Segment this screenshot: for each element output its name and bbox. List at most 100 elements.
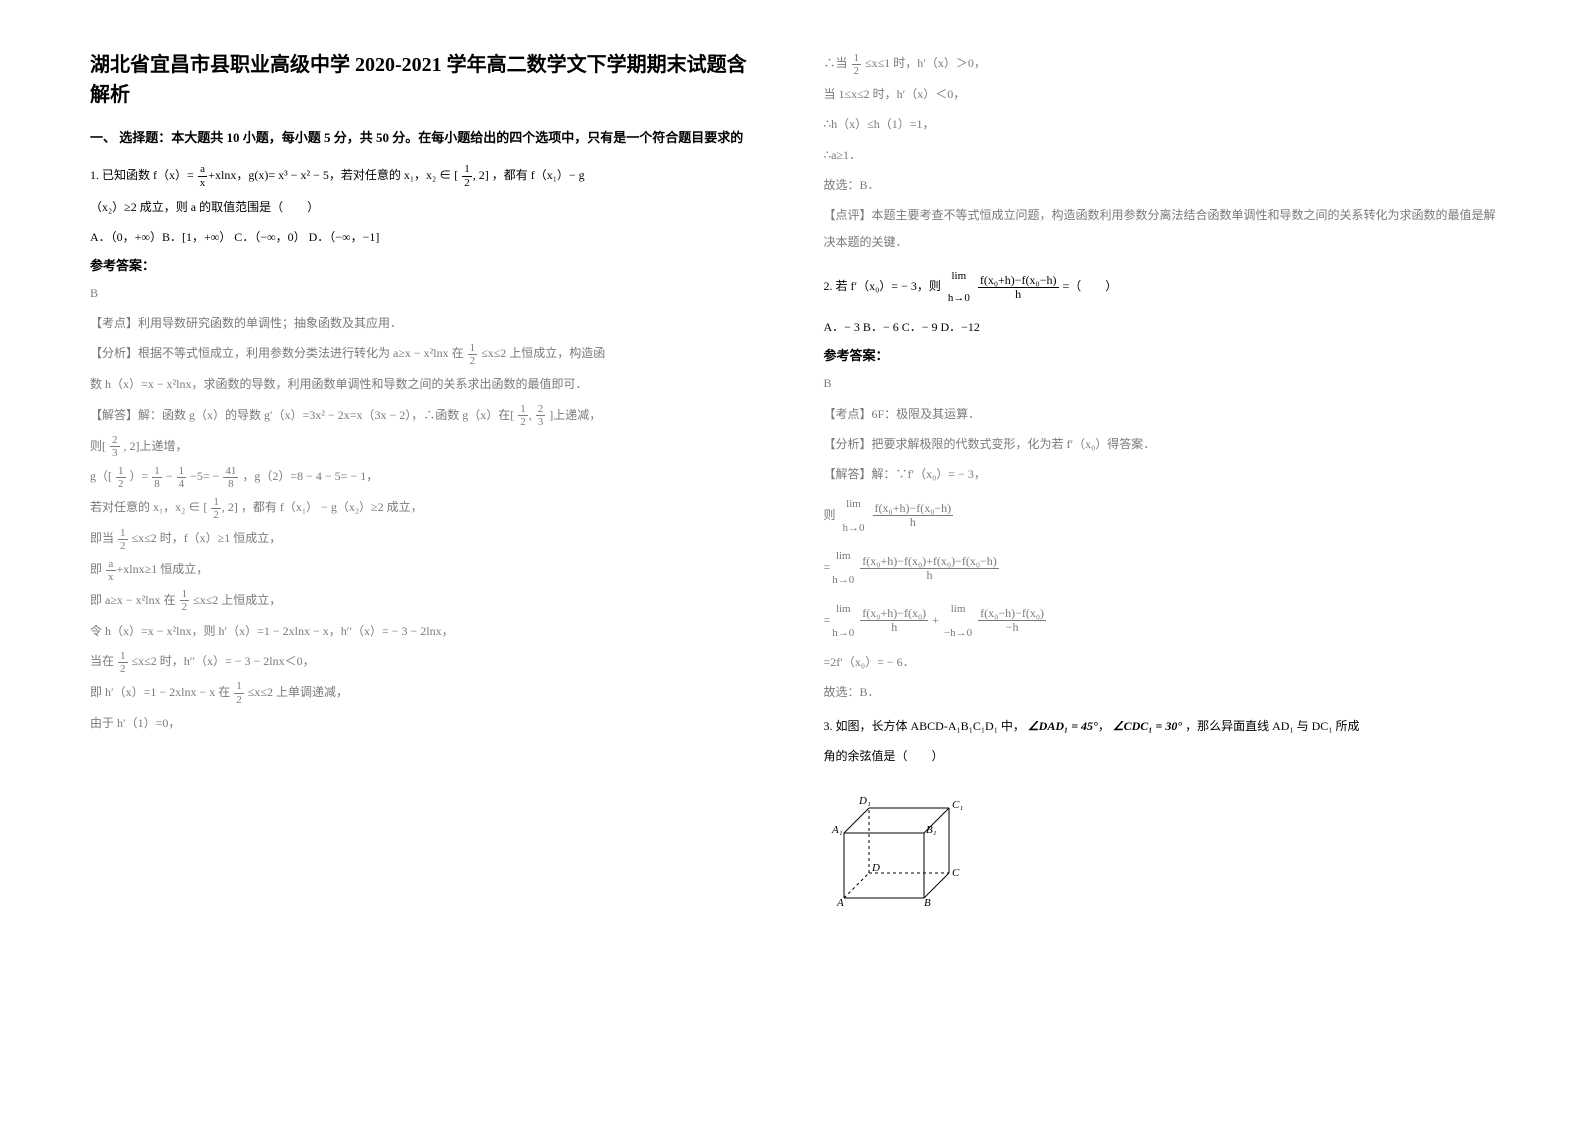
q1-solve2: 则[ 23 , 2]上递增，: [90, 433, 764, 460]
frac-half-9: 12: [234, 680, 244, 705]
hto0-text-3: h→0: [832, 568, 854, 592]
hto0-text-4a: h→0: [832, 621, 854, 645]
q2-tag: 【考点】6F：极限及其运算．: [824, 401, 1498, 427]
q1-s4a: 若对任意的 x₁，x₂ ∈ [: [90, 500, 207, 514]
q1-s7b: ≤x≤2 上恒成立，: [193, 593, 281, 607]
frac-half-7: 12: [180, 588, 190, 613]
answer-label: 参考答案：: [90, 255, 764, 274]
c2-line1: ∴当 12 ≤x≤1 时，h′（x）＞0，: [824, 50, 1498, 77]
q1-solve7: 即 a≥x − x²lnx 在 12 ≤x≤2 上恒成立，: [90, 587, 764, 614]
q2-s2: = lim h→0 f(x₀+h)−f(x₀)+f(x₀)−f(x₀−h) h: [824, 544, 1498, 592]
frac-23-2: 23: [110, 434, 120, 459]
angle1-text: ∠DAD₁ = 45°: [1028, 719, 1098, 733]
cuboid-svg: A B C D A₁ B₁ C₁ D₁: [824, 778, 974, 908]
q1-analysis-tag: 【考点】利用导数研究函数的单调性；抽象函数及其应用．: [90, 310, 764, 336]
q1-solve3: g（[ 12 ）= 18 − 14 −5= − 418 ，g（2）=8 − 4 …: [90, 463, 764, 490]
q1-s3c: ，g（2）=8 − 4 − 5= − 1，: [242, 469, 378, 483]
frac-23: 23: [536, 403, 546, 428]
q1-s3a: g（[: [90, 469, 112, 483]
frac-half-2: 12: [468, 342, 478, 367]
limit4a-den: h: [860, 621, 928, 634]
limit-block-2: lim h→0: [843, 492, 865, 540]
q2-b: =（ ）: [1063, 279, 1118, 293]
q1-s10b: ≤x≤2 上单调递减，: [248, 685, 348, 699]
limit-frac-4a: f(x₀+h)−f(x₀) h: [860, 607, 928, 634]
q1-s2b: , 2]上递增，: [124, 439, 188, 453]
svg-text:B₁: B₁: [926, 824, 937, 836]
q1-s3b: ）=: [130, 469, 149, 483]
q3-b: ，那么异面直线 AD₁ 与 DC₁ 所成: [1185, 719, 1359, 733]
c2-line2: 当 1≤x≤2 时，h′（x）＜0，: [824, 81, 1498, 107]
q1-s9b: ≤x≤2 时，h′′（x）= − 3 − 2lnx＜0，: [132, 654, 315, 668]
svg-text:C₁: C₁: [952, 799, 963, 811]
frac-a-x: ax: [198, 163, 208, 188]
frac-ax-2: ax: [106, 558, 116, 583]
limit-block-4a: lim h→0: [832, 597, 854, 645]
frac-half-10: 12: [852, 52, 862, 77]
q1-bracket: , 2]: [473, 168, 489, 182]
right-column: ∴当 12 ≤x≤1 时，h′（x）＞0， 当 1≤x≤2 时，h′（x）＜0，…: [824, 50, 1498, 912]
hto0-text-2: h→0: [843, 516, 865, 540]
frac-half-4: 12: [116, 465, 126, 490]
limit-block: lim h→0: [948, 265, 970, 309]
frac-half-5: 12: [211, 496, 221, 521]
q1-s6a: 即: [90, 562, 102, 576]
lim-text-2: lim: [843, 492, 865, 516]
q2-s5: =2f′（x₀）= − 6．: [824, 649, 1498, 675]
q3-c: 角的余弦值是（ ）: [824, 744, 1498, 768]
q2-s6: 故选：B．: [824, 679, 1498, 705]
q1-solve9: 当在 12 ≤x≤2 时，h′′（x）= − 3 − 2lnx＜0，: [90, 648, 764, 675]
angle2-text: ∠CDC₁ = 30°: [1113, 719, 1182, 733]
q2-analysis: 【分析】把要求解极限的代数式变形，化为若 f′（x₀）得答案．: [824, 431, 1498, 457]
q1-s5b: ≤x≤2 时，f（x）≥1 恒成立，: [132, 531, 282, 545]
q1-solve5: 即当 12 ≤x≤2 时，f（x）≥1 恒成立，: [90, 525, 764, 552]
limit4b-num: f(x₀−h)−f(x₀): [978, 607, 1046, 621]
c2-comment: 【点评】本题主要考查不等式恒成立问题，构造函数利用参数分离法结合函数单调性和导数…: [824, 202, 1498, 255]
limit-den: h: [978, 288, 1059, 301]
frac-half-8: 12: [118, 650, 128, 675]
left-column: 湖北省宜昌市县职业高级中学 2020-2021 学年高二数学文下学期期末试题含解…: [90, 50, 764, 912]
svg-text:A: A: [836, 897, 844, 908]
section-header: 一、 选择题：本大题共 10 小题，每小题 5 分，共 50 分。在每小题给出的…: [90, 128, 764, 149]
frac-half-3: 12: [518, 403, 528, 428]
limit4a-num: f(x₀+h)−f(x₀): [860, 607, 928, 621]
question-2: 2. 若 f′（x₀）= − 3，则 lim h→0 f(x₀+h)−f(x₀−…: [824, 265, 1498, 309]
lim-text: lim: [948, 265, 970, 287]
limit-num: f(x₀+h)−f(x₀−h): [978, 274, 1059, 288]
lim-text-3: lim: [832, 544, 854, 568]
q1-solve8: 令 h（x）=x − x²lnx，则 h′（x）=1 − 2xlnx − x，h…: [90, 618, 764, 644]
q1-s10a: 即 h′（x）=1 − 2xlnx − x 在: [90, 685, 230, 699]
limit-frac-2: f(x₀+h)−f(x₀−h) h: [873, 502, 954, 529]
q1-suffix: ，都有 f（x₁）− g: [492, 168, 585, 182]
q1-s9a: 当在: [90, 654, 114, 668]
q2-options: A．− 3 B．− 6 C．− 9 D．−12: [824, 315, 1498, 339]
q2-answer-label: 参考答案：: [824, 345, 1498, 364]
q1-s1b: ]上递减，: [549, 408, 601, 422]
q2-solve-label: 【解答】解：∵f′（x₀）= − 3，: [824, 461, 1498, 487]
limit3-den: h: [860, 569, 999, 582]
hto0-text: h→0: [948, 287, 970, 309]
question-1: 1. 已知函数 f（x）= ax+xlnx，g(x)= x³ − x² − 5，…: [90, 163, 764, 189]
frac-14: 14: [177, 465, 187, 490]
q1-s4b: ，都有 f（x₁） − g（x₂）≥2 成立，: [241, 500, 423, 514]
q1-a1b: ≤x≤2 上恒成立，构造函: [481, 346, 605, 360]
svg-text:A₁: A₁: [831, 824, 843, 836]
q2-s3: = lim h→0 f(x₀+h)−f(x₀) h + lim −h→0 f(x…: [824, 597, 1498, 645]
q1-line2: （x₂）≥2 成立，则 a 的取值范围是（ ）: [90, 195, 764, 219]
q1-solve1: 【解答】解：函数 g（x）的导数 g′（x）=3x² − 2x=x（3x − 2…: [90, 402, 764, 429]
c2-line4: ∴a≥1．: [824, 142, 1498, 168]
q1-s1a: 【解答】解：函数 g（x）的导数 g′（x）=3x² − 2x=x（3x − 2…: [90, 408, 514, 422]
frac-18: 18: [152, 465, 162, 490]
cuboid-figure: A B C D A₁ B₁ C₁ D₁: [824, 778, 1498, 912]
q1-solve10: 即 h′（x）=1 − 2xlnx − x 在 12 ≤x≤2 上单调递减，: [90, 679, 764, 706]
limit-frac-4b: f(x₀−h)−f(x₀) −h: [978, 607, 1046, 634]
q2-s1: 则 lim h→0 f(x₀+h)−f(x₀−h) h: [824, 492, 1498, 540]
frac-half: 12: [462, 163, 472, 188]
c2-line5: 故选：B．: [824, 172, 1498, 198]
limit4b-den: −h: [978, 621, 1046, 634]
q1-s6b: 恒成立，: [160, 562, 208, 576]
page-title: 湖北省宜昌市县职业高级中学 2020-2021 学年高二数学文下学期期末试题含解…: [90, 50, 764, 110]
svg-text:B: B: [924, 897, 931, 908]
c2-l1b: ≤x≤1 时，h′（x）＞0，: [865, 56, 986, 70]
frac-418: 418: [223, 465, 238, 490]
